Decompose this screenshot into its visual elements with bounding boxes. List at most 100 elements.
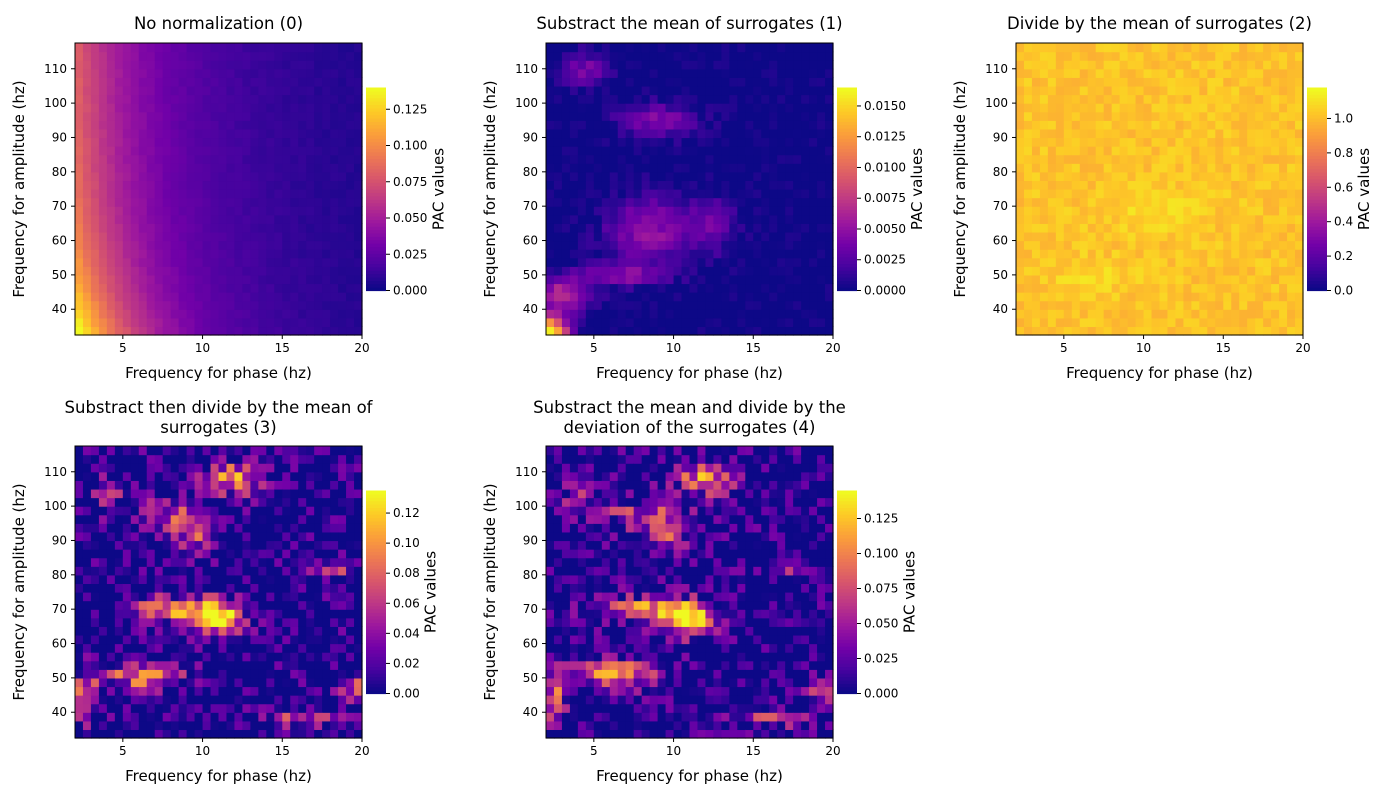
heatmap-cell — [1279, 120, 1288, 130]
heatmap-cell — [777, 206, 786, 216]
heatmap-cell — [242, 283, 251, 293]
heatmap-cell — [170, 677, 180, 688]
heatmap-cell — [82, 274, 92, 285]
heatmap-cell — [298, 660, 307, 670]
heatmap-cell — [1279, 77, 1288, 87]
heatmap-cell — [178, 240, 188, 250]
heatmap-cell — [745, 51, 754, 61]
heatmap-cell — [330, 180, 339, 190]
heatmap-cell — [1063, 94, 1073, 104]
colorbar-tick-label: 0.0100 — [864, 160, 906, 174]
heatmap-cell — [130, 583, 140, 593]
heatmap-cell — [769, 146, 778, 156]
heatmap-cell — [306, 111, 315, 121]
heatmap-cell — [210, 463, 220, 473]
heatmap-cell — [298, 463, 307, 473]
heatmap-cell — [186, 531, 196, 542]
heatmap-cell — [186, 240, 196, 250]
heatmap-cell — [250, 712, 259, 722]
heatmap-cell — [593, 309, 603, 319]
heatmap-cell — [753, 77, 762, 87]
heatmap-cell — [178, 471, 188, 481]
heatmap-cell — [553, 60, 563, 70]
heatmap-cell — [290, 497, 299, 507]
heatmap-cell — [75, 146, 84, 156]
heatmap-cell — [290, 463, 299, 473]
heatmap-cell — [162, 326, 172, 336]
heatmap-cell — [1271, 180, 1280, 190]
heatmap-cell — [1055, 111, 1065, 121]
heatmap-cell — [314, 309, 323, 319]
heatmap-cell — [1047, 326, 1057, 336]
heatmap-cell — [1071, 317, 1081, 328]
heatmap-cell — [1071, 309, 1081, 319]
heatmap-cell — [673, 154, 683, 164]
heatmap-cell — [665, 249, 675, 259]
heatmap-cell — [641, 249, 651, 259]
heatmap-cell — [625, 326, 635, 336]
heatmap-cell — [1023, 43, 1033, 53]
heatmap-cell — [170, 60, 180, 70]
heatmap-cell — [801, 103, 810, 113]
heatmap-cell — [609, 231, 619, 242]
heatmap-cell — [1223, 317, 1232, 328]
heatmap-cell — [202, 154, 212, 164]
heatmap-cell — [218, 471, 228, 481]
heatmap-cell — [186, 583, 196, 593]
heatmap-cell — [1279, 43, 1288, 53]
heatmap-cell — [1047, 154, 1057, 164]
heatmap-cell — [234, 317, 244, 328]
heatmap-cell — [689, 240, 699, 250]
heatmap-cell — [210, 317, 220, 328]
heatmap-cell — [657, 60, 667, 70]
heatmap-cell — [242, 634, 251, 645]
colorbar-segment — [366, 202, 386, 207]
heatmap-cell — [641, 300, 651, 310]
heatmap-cell — [90, 283, 100, 293]
heatmap-cell — [1023, 309, 1033, 319]
heatmap-cell — [250, 214, 259, 224]
heatmap-cell — [777, 300, 786, 310]
heatmap-cell — [274, 189, 283, 199]
heatmap-cell — [298, 634, 307, 645]
heatmap-cell — [282, 540, 291, 550]
heatmap-cell — [737, 171, 746, 182]
heatmap-cell — [705, 111, 715, 121]
heatmap-cell — [633, 326, 643, 336]
heatmap-cell — [258, 506, 267, 516]
colorbar-segment — [1307, 287, 1327, 292]
heatmap-cell — [354, 292, 363, 302]
heatmap-cell — [1223, 146, 1232, 156]
heatmap-cell — [1023, 103, 1033, 113]
heatmap-cell — [705, 171, 715, 182]
heatmap-cell — [649, 223, 659, 233]
colorbar-segment — [366, 155, 386, 160]
colorbar-tick-label: 0.0075 — [864, 191, 906, 205]
heatmap-cell — [322, 120, 331, 130]
heatmap-cell — [1151, 206, 1161, 216]
heatmap-cell — [154, 660, 164, 670]
heatmap-cell — [625, 292, 635, 302]
heatmap-cell — [258, 669, 267, 679]
heatmap-cell — [553, 317, 563, 328]
heatmap-cell — [1047, 146, 1057, 156]
colorbar-segment — [1307, 222, 1327, 227]
heatmap-cell — [1039, 51, 1049, 61]
heatmap-cell — [130, 292, 140, 302]
heatmap-cell — [673, 111, 683, 121]
heatmap-cell — [154, 77, 164, 87]
heatmap-cell — [90, 189, 100, 199]
heatmap-cell — [745, 326, 754, 336]
heatmap-cell — [673, 257, 683, 267]
heatmap-cell — [577, 85, 587, 96]
heatmap-cell — [1271, 274, 1280, 285]
heatmap-cell — [346, 214, 355, 224]
heatmap-cell — [282, 43, 291, 53]
heatmap-cell — [162, 549, 172, 559]
heatmap-cell — [306, 68, 315, 78]
heatmap-cell — [122, 266, 132, 276]
heatmap-cell — [250, 583, 259, 593]
heatmap-cell — [1039, 146, 1049, 156]
heatmap-cell — [178, 137, 188, 147]
heatmap-cell — [162, 574, 172, 585]
